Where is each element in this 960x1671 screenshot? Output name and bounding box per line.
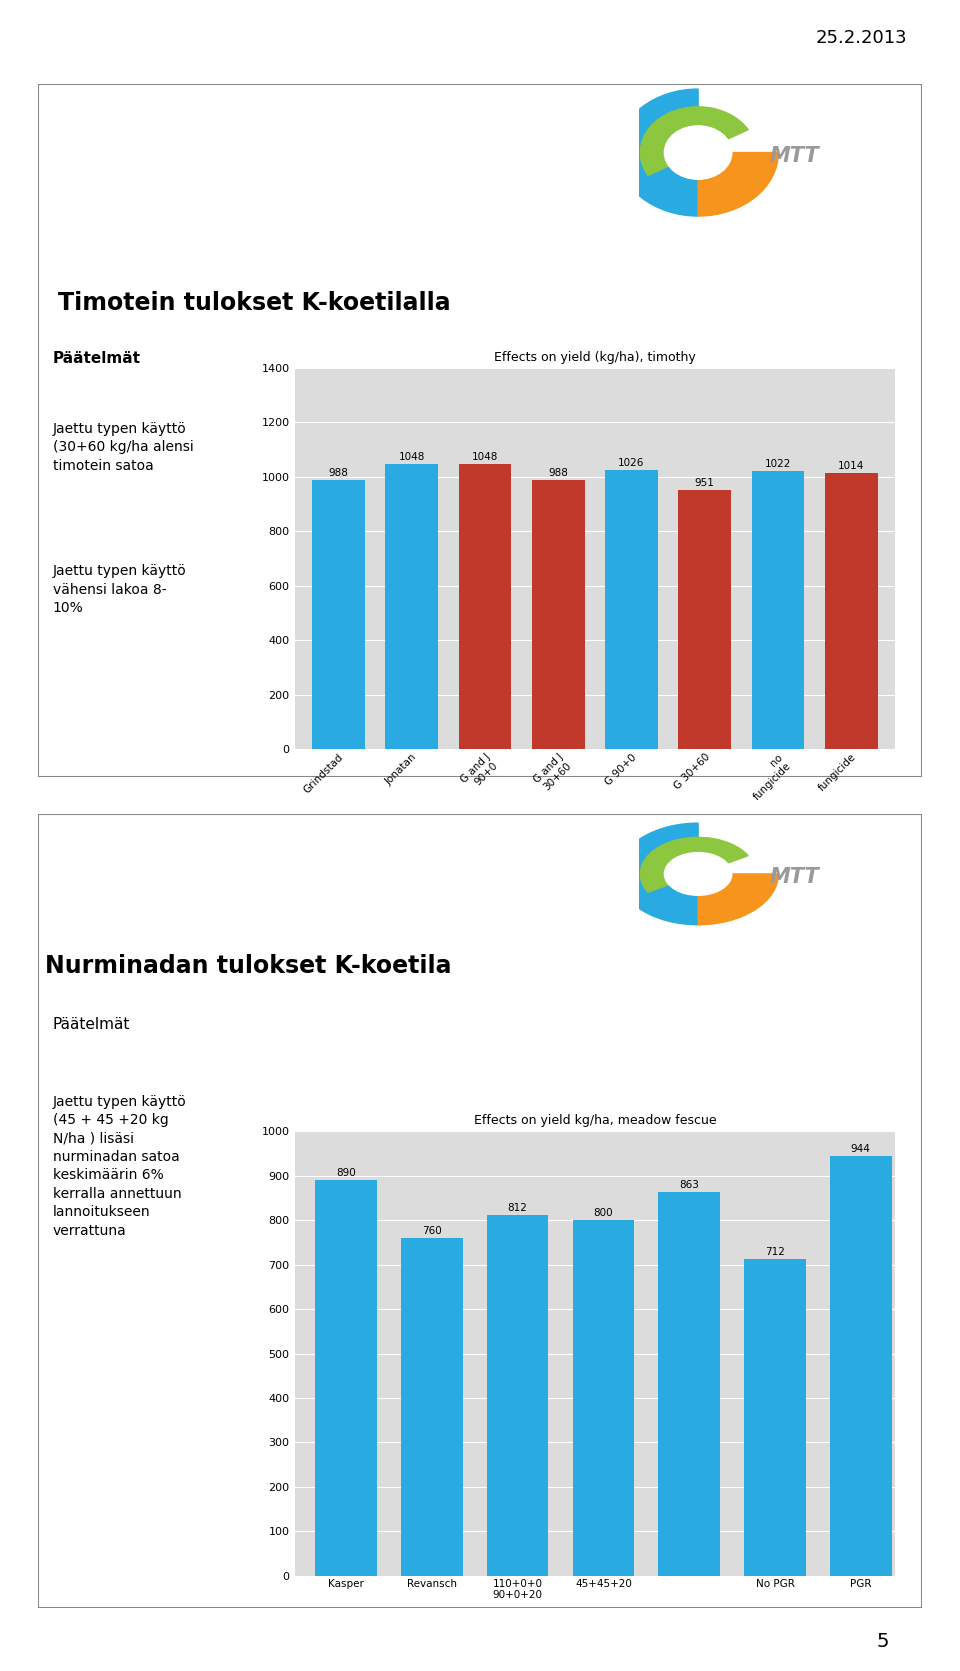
- Text: 760: 760: [422, 1227, 442, 1237]
- Text: MTT: MTT: [770, 867, 820, 887]
- Bar: [659, 1191, 720, 1576]
- Text: MTT: MTT: [770, 145, 820, 165]
- Bar: [825, 473, 877, 749]
- Text: 712: 712: [765, 1247, 785, 1257]
- Title: Effects on yield (kg/ha), timothy: Effects on yield (kg/ha), timothy: [494, 351, 696, 364]
- Bar: [401, 1238, 463, 1576]
- Wedge shape: [618, 89, 698, 216]
- Bar: [752, 471, 804, 749]
- Text: 863: 863: [680, 1180, 699, 1190]
- Text: Jaettu typen käyttö
vähensi lakoa 8-
10%: Jaettu typen käyttö vähensi lakoa 8- 10%: [53, 565, 186, 615]
- Bar: [532, 480, 585, 749]
- Bar: [385, 465, 438, 749]
- FancyBboxPatch shape: [38, 84, 922, 777]
- Text: 25.2.2013: 25.2.2013: [816, 30, 907, 47]
- Bar: [315, 1180, 377, 1576]
- Wedge shape: [698, 874, 779, 924]
- Text: Päätelmät: Päätelmät: [53, 1018, 131, 1033]
- Text: 1048: 1048: [398, 451, 425, 461]
- Bar: [312, 480, 365, 749]
- FancyBboxPatch shape: [38, 814, 922, 1608]
- Bar: [459, 465, 512, 749]
- Wedge shape: [640, 837, 748, 892]
- Text: 800: 800: [593, 1208, 613, 1218]
- Bar: [829, 1156, 892, 1576]
- Bar: [605, 470, 658, 749]
- Text: 988: 988: [548, 468, 568, 478]
- Text: 951: 951: [695, 478, 714, 488]
- Wedge shape: [664, 125, 732, 179]
- Text: 1014: 1014: [838, 461, 864, 471]
- Bar: [487, 1215, 548, 1576]
- Text: Nurminadan tulokset K-koetila: Nurminadan tulokset K-koetila: [45, 954, 451, 978]
- Title: Effects on yield kg/ha, meadow fescue: Effects on yield kg/ha, meadow fescue: [473, 1115, 716, 1128]
- Wedge shape: [698, 152, 779, 216]
- Text: 1048: 1048: [471, 451, 498, 461]
- Bar: [572, 1220, 635, 1576]
- Text: Jaettu typen käyttö
(30+60 kg/ha alensi
timotein satoa: Jaettu typen käyttö (30+60 kg/ha alensi …: [53, 423, 194, 473]
- Text: 1026: 1026: [618, 458, 644, 468]
- Text: 812: 812: [508, 1203, 528, 1213]
- Text: 890: 890: [336, 1168, 356, 1178]
- Wedge shape: [618, 824, 698, 924]
- Text: 5: 5: [876, 1633, 890, 1651]
- Bar: [744, 1260, 805, 1576]
- Text: 988: 988: [328, 468, 348, 478]
- Text: 944: 944: [851, 1145, 871, 1155]
- Text: Timotein tulokset K-koetilalla: Timotein tulokset K-koetilalla: [59, 291, 451, 314]
- Bar: [679, 490, 732, 749]
- Wedge shape: [664, 852, 732, 896]
- Wedge shape: [640, 107, 748, 175]
- Text: Päätelmät: Päätelmät: [53, 351, 141, 366]
- Text: Jaettu typen käyttö
(45 + 45 +20 kg
N/ha ) lisäsi
nurminadan satoa
keskimäärin 6: Jaettu typen käyttö (45 + 45 +20 kg N/ha…: [53, 1095, 186, 1238]
- Text: 1022: 1022: [765, 458, 791, 468]
